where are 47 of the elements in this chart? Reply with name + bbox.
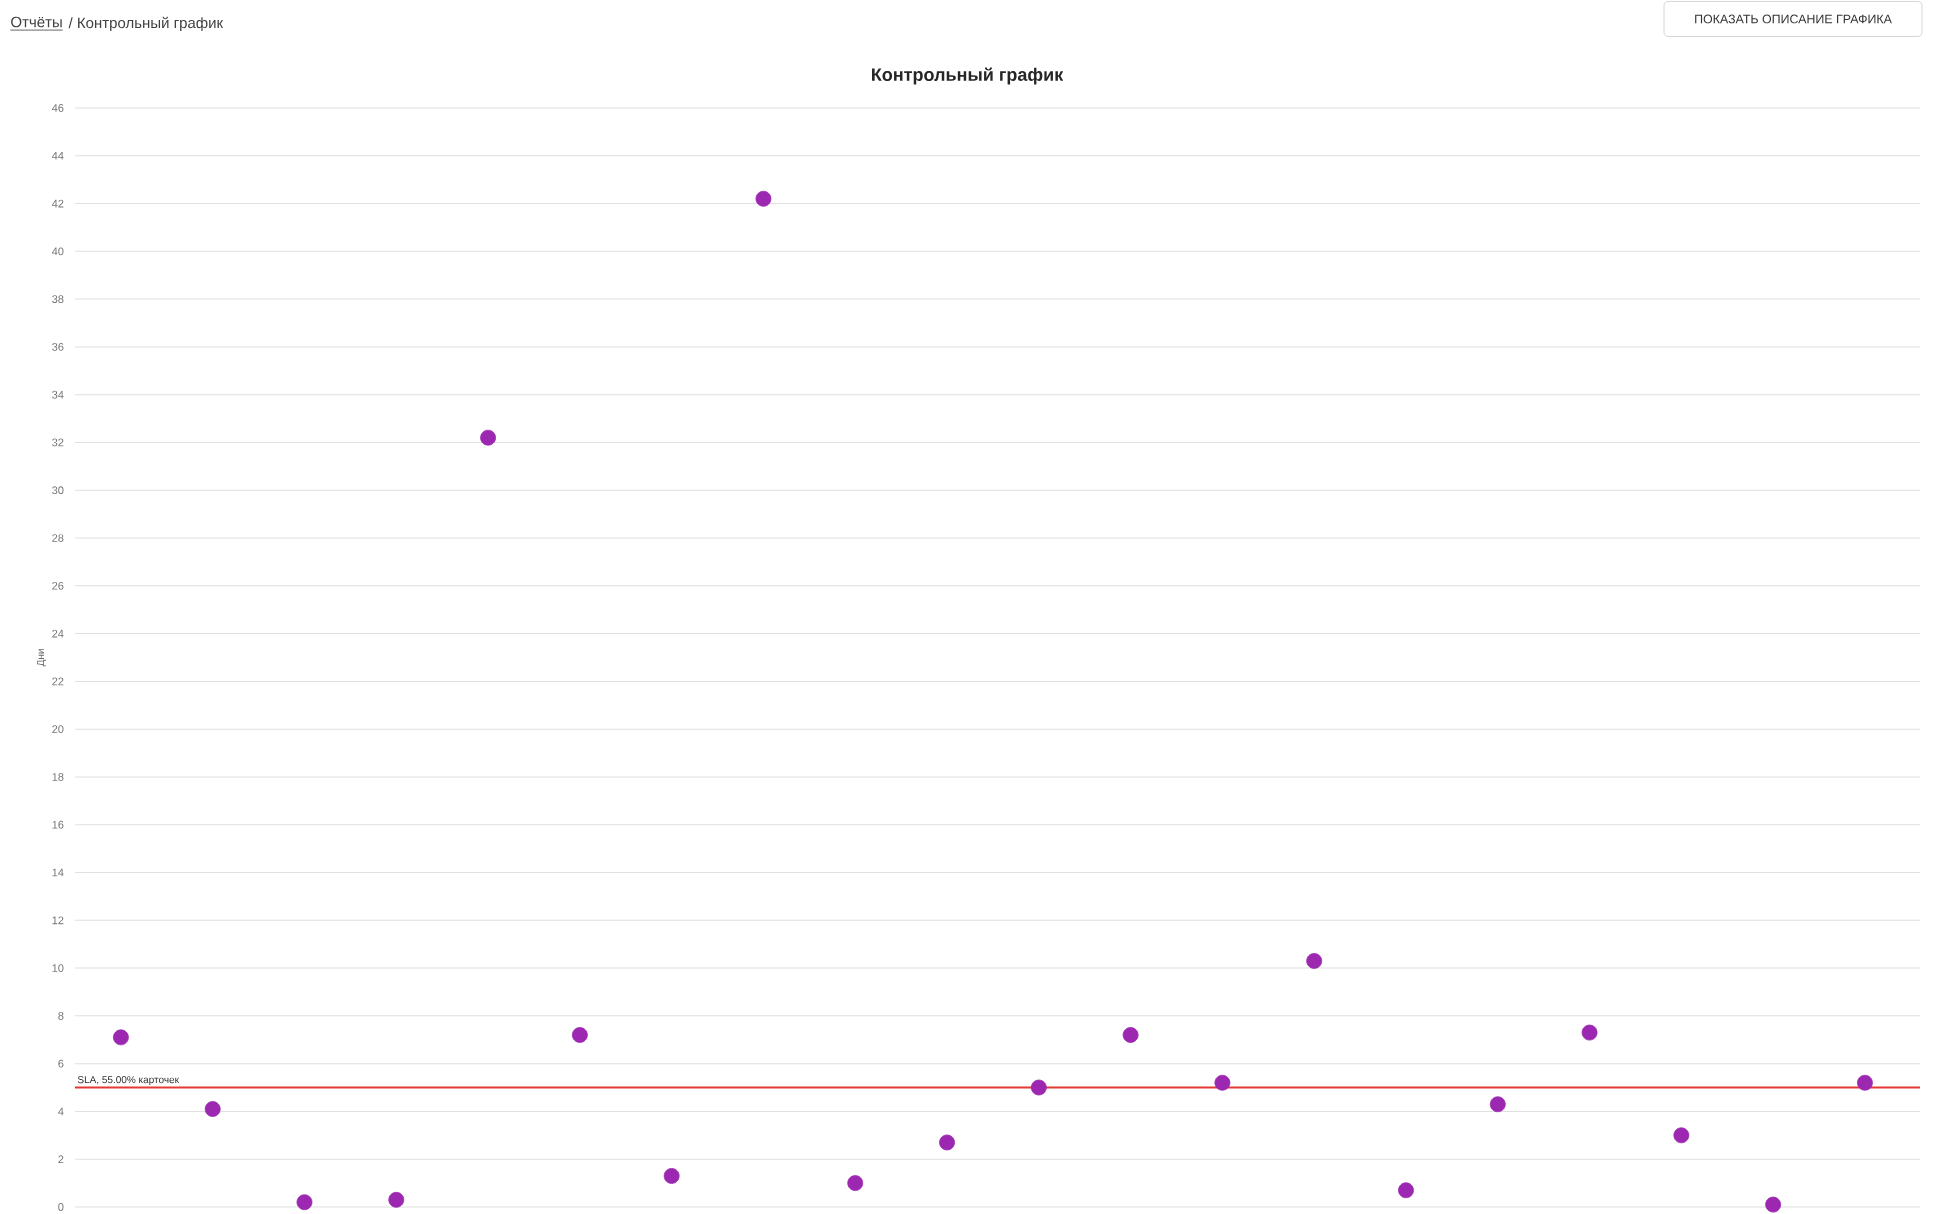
point: [939, 1134, 955, 1151]
point: [1581, 1024, 1598, 1041]
y-tick-label: 0: [58, 1203, 64, 1211]
point: [113, 1029, 129, 1046]
y-tick-label: 10: [52, 964, 64, 972]
y-tick-label: 24: [52, 629, 64, 638]
y-axis-title: Дни: [37, 649, 46, 667]
point: [204, 1101, 221, 1117]
point: [663, 1168, 680, 1184]
point: [847, 1175, 864, 1191]
text: Отчёты: [11, 16, 62, 28]
text: ПОКАЗАТЬ ОПИСАНИЕ ГРАФИКА: [1695, 14, 1892, 24]
point: [755, 190, 772, 207]
y-tick-label: 16: [52, 820, 64, 829]
y-tick-label: 22: [52, 677, 64, 686]
chart-title: Контрольный график: [872, 67, 1064, 85]
point: [1489, 1096, 1506, 1113]
y-tick-label: 20: [52, 725, 64, 734]
ref-line-label: SLA, 55.00% карточек: [77, 1076, 180, 1086]
y-tick-label: 46: [51, 104, 64, 112]
y-tick-label: 8: [58, 1011, 64, 1020]
point: [1857, 1074, 1873, 1091]
y-tick-label: 6: [58, 1059, 64, 1068]
point: [1398, 1182, 1414, 1199]
y-tick-label: 40: [51, 247, 64, 256]
y-tick-label: 44: [51, 151, 64, 160]
point: [1673, 1127, 1690, 1144]
y-tick-label: 2: [58, 1155, 64, 1164]
y-tick-label: 30: [52, 486, 64, 495]
point: [480, 429, 496, 446]
y-tick-label: 42: [51, 199, 64, 208]
y-tick-label: 26: [52, 581, 64, 590]
y-tick-label: 12: [52, 916, 64, 925]
point: [1214, 1074, 1231, 1091]
y-tick-label: 4: [58, 1107, 64, 1116]
y-tick-label: 36: [52, 343, 64, 351]
point: [1122, 1027, 1139, 1043]
y-tick-label: 34: [52, 390, 64, 399]
y-tick-label: 38: [52, 295, 64, 303]
y-tick-label: 18: [52, 773, 64, 781]
y-tick-label: 32: [52, 438, 64, 447]
point: [1030, 1079, 1047, 1096]
point: [571, 1027, 588, 1043]
y-tick-label: 28: [52, 534, 64, 542]
y-tick-label: 14: [52, 868, 64, 877]
text: / Контрольный график: [68, 16, 224, 32]
point: [1306, 953, 1323, 969]
